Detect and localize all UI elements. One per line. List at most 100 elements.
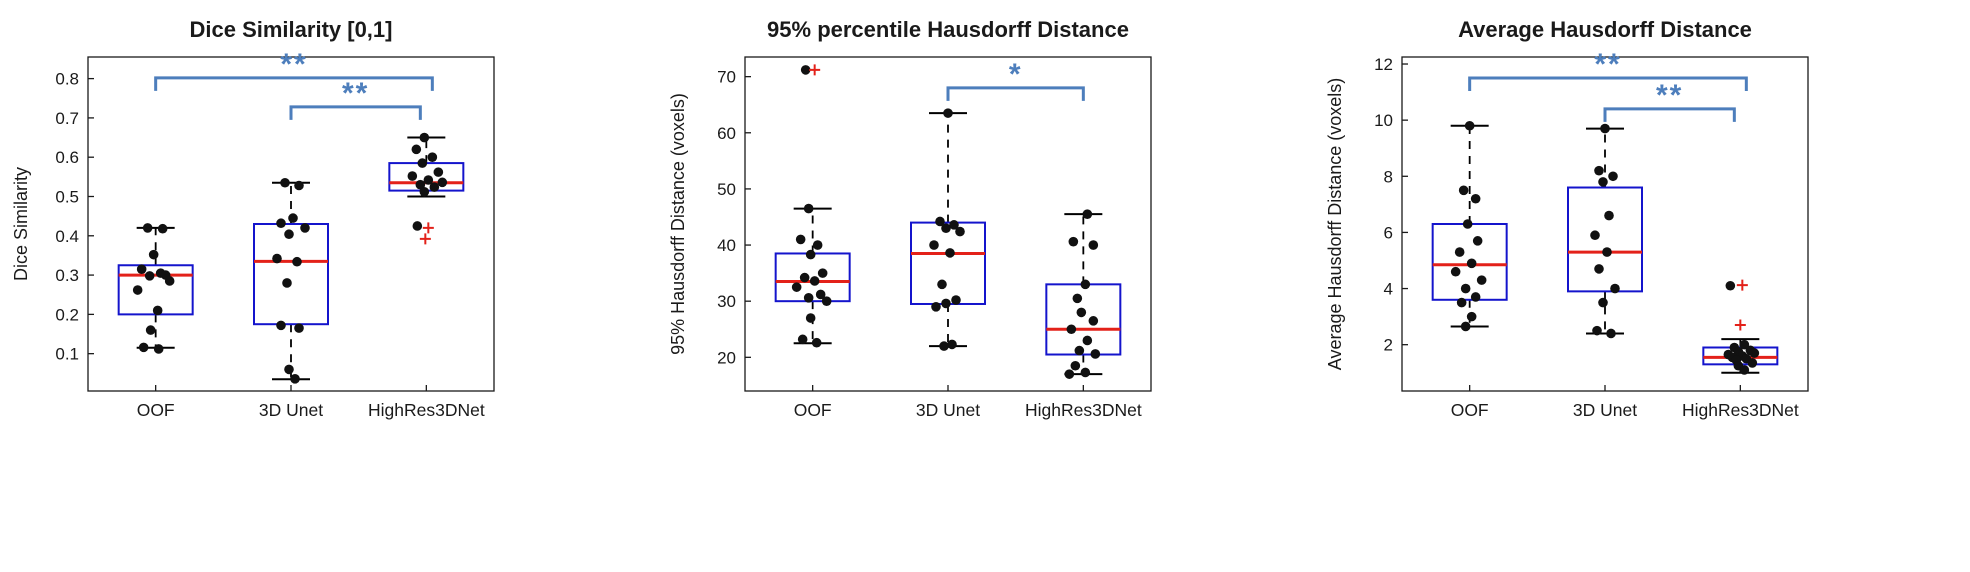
x-category-label: 3D Unet [259,400,323,420]
y-tick-label: 30 [717,292,736,311]
avg-hausdorff-panel: Average Hausdorff Distance Average Hausdo… [1325,17,1809,420]
data-point [288,213,298,223]
data-point [1088,316,1099,326]
data-point [941,298,951,309]
y-tick-label: 12 [1374,55,1393,74]
data-point [1739,339,1750,350]
data-point [138,342,149,353]
data-point [1604,210,1614,221]
data-point [1470,193,1481,204]
data-point [280,177,290,188]
data-point [1598,177,1608,187]
panel-title: Dice Similarity [0,1] [190,17,393,42]
data-point [1076,307,1087,318]
data-point [1072,293,1083,304]
y-tick-label: 0.6 [55,148,79,167]
data-point [292,256,302,267]
data-point [1070,360,1081,371]
y-axis-label: 95% Hausdorff Distance (voxels) [668,93,688,355]
data-point [1602,247,1612,257]
data-point [1462,219,1473,229]
data-point [294,180,304,191]
data-point [1064,369,1075,379]
data-point [811,337,822,348]
data-point [947,339,957,350]
y-tick-label: 2 [1384,336,1393,355]
x-category-label: OOF [794,400,832,420]
data-point [1590,230,1600,241]
x-category-label: OOF [137,400,175,420]
panel-title: Average Hausdorff Distance [1458,17,1752,42]
data-point [795,234,806,245]
data-point [1466,258,1477,269]
data-point [1088,240,1099,250]
y-tick-label: 0.5 [55,187,79,206]
data-point [945,248,955,258]
data-point [423,175,434,185]
y-axis-label: Dice Similarity [11,167,31,281]
iqr-box [910,221,986,305]
y-tick-label: 8 [1384,167,1393,186]
data-point [1074,345,1085,356]
y-axis-label: Average Hausdorff Distance (voxels) [1325,78,1345,370]
data-point [1458,185,1469,196]
data-point [1594,264,1604,274]
x-category-label: OOF [1451,400,1489,420]
y-tick-label: 20 [717,348,736,367]
data-point [411,144,422,155]
outlier-marker [422,222,434,234]
data-point [419,132,430,143]
x-category-label: HighRes3DNet [1682,400,1799,420]
significance-bracket [946,86,1085,101]
data-point [433,167,444,177]
data-point [145,325,156,335]
data-point [160,270,171,280]
outlier-marker [809,64,821,76]
data-point [415,179,426,190]
outlier-marker [1736,279,1748,291]
y-tick-label: 0.3 [55,266,79,285]
significance-bracket [1468,76,1748,92]
data-point [1082,335,1093,346]
data-point [1082,209,1093,219]
data-point [1068,236,1079,247]
data-point [276,218,286,229]
significance-bracket [289,105,422,120]
data-point [1610,283,1620,294]
data-point [412,221,423,231]
significance-stars: ** [280,48,307,81]
outlier-marker [1734,319,1746,331]
data-point [437,177,448,188]
data-point [152,305,163,316]
iqr-box [1045,283,1122,356]
data-point [153,344,164,354]
y-tick-label: 70 [717,68,736,87]
data-point [812,240,823,250]
data-point [1466,311,1477,322]
x-category-label: 3D Unet [1573,400,1637,420]
data-point [931,301,941,312]
data-point [284,229,294,240]
data-point [803,293,814,303]
data-point [1606,328,1616,339]
data-point [272,253,282,264]
significance-stars: ** [1656,79,1683,112]
data-point [929,240,939,250]
data-point [1464,120,1475,131]
y-tick-label: 0.2 [55,305,79,324]
data-point [157,223,168,234]
data-point [805,249,816,260]
data-point [1476,275,1487,285]
data-point [132,285,143,295]
data-point [1470,292,1481,302]
data-point [800,65,811,75]
data-point [282,278,292,288]
y-tick-label: 0.1 [55,345,79,364]
y-tick-label: 0.4 [55,227,79,246]
data-point [1594,165,1604,176]
data-point [1608,171,1618,182]
data-point [937,279,947,290]
data-point [1725,280,1736,291]
data-point [300,223,310,233]
data-point [1450,266,1461,277]
